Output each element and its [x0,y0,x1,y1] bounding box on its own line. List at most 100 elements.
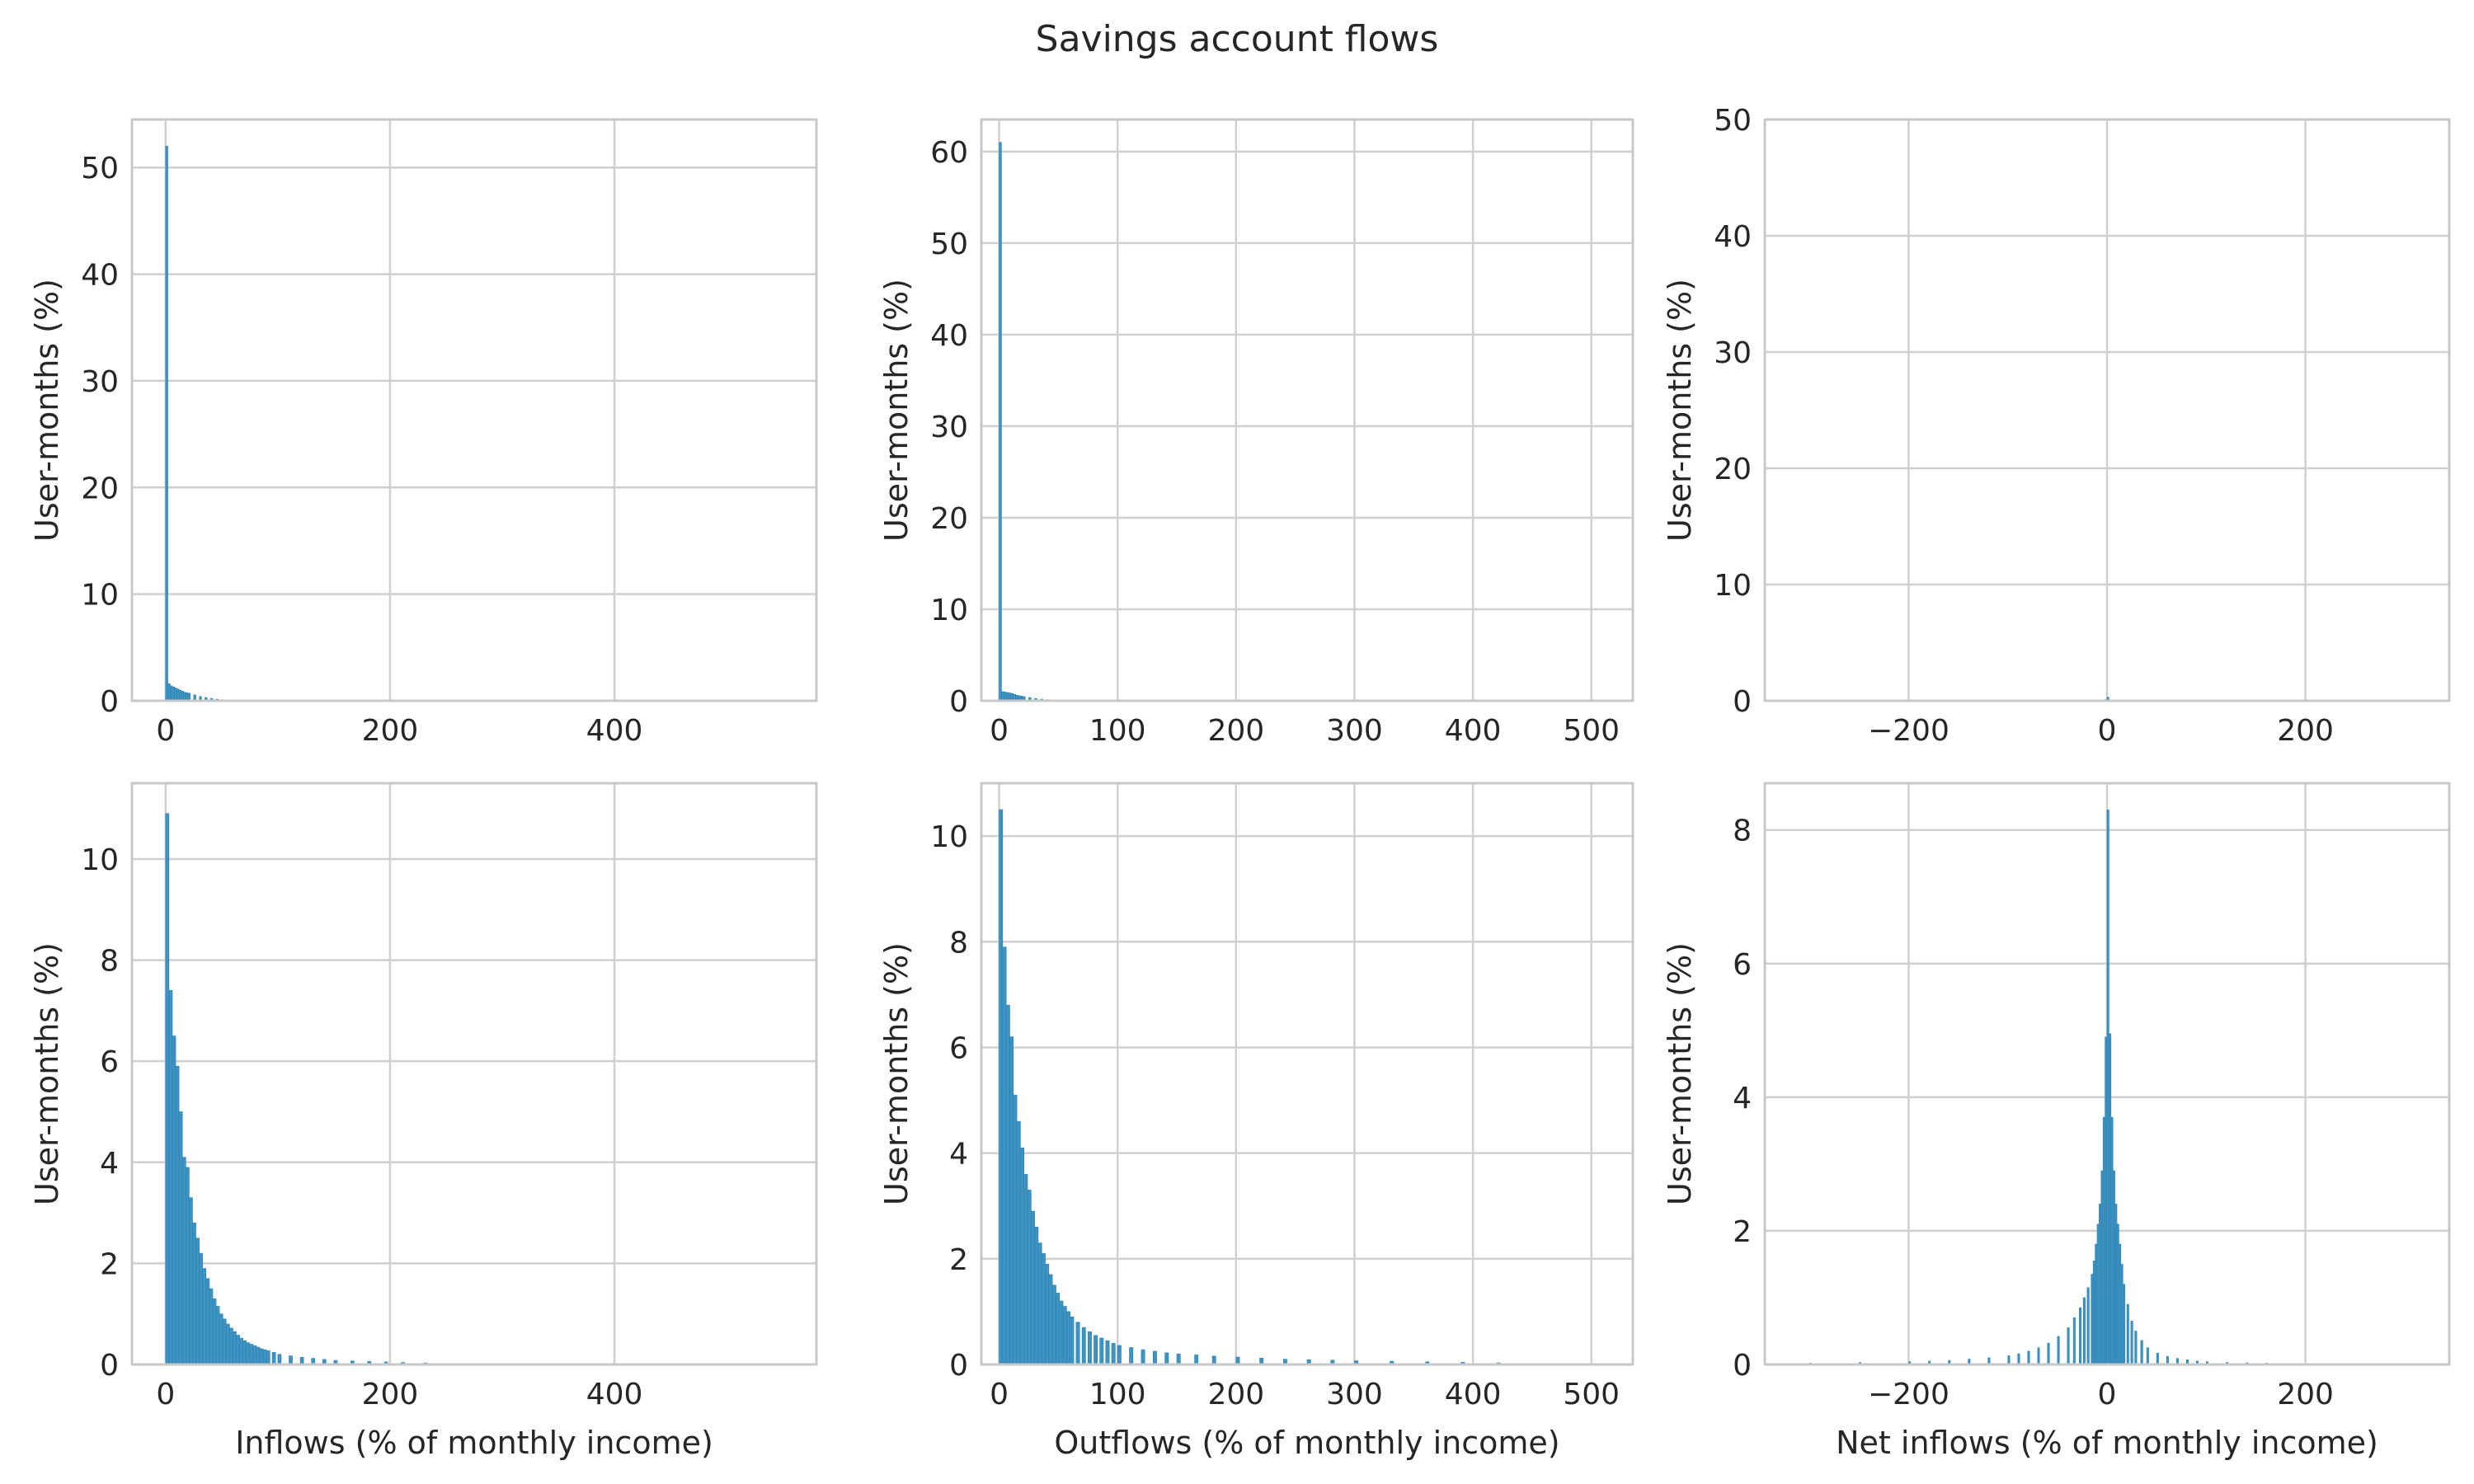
y-tick-label: 60 [930,136,968,170]
y-tick-label: 50 [1714,104,1752,138]
histogram-bar [1005,1004,1010,1365]
histogram-bar [167,683,171,702]
histogram-bar [2067,1327,2070,1365]
plot-area-inflows-zoom [132,783,816,1364]
histogram-bar [1105,1340,1110,1365]
histogram-bar [1141,1349,1145,1365]
y-tick-label: 30 [930,411,968,444]
histogram-bar [1075,1322,1080,1365]
x-tick-label: 400 [586,714,643,748]
histogram-bar [239,1337,244,1365]
y-axis-label: User-months (%) [1662,279,1698,542]
histogram-bar [165,146,168,702]
histogram-bar [2122,1284,2125,1365]
y-tick-label: 0 [100,685,119,719]
panel-frame [1763,782,2451,1366]
histogram-bar [2112,1170,2115,1365]
y-tick-label: 0 [949,685,968,719]
histogram-bar [233,1331,237,1365]
y-tick-label: 8 [1733,815,1752,848]
histogram-bar [172,1036,176,1365]
histogram-bar [1009,1036,1014,1365]
y-tick-label: 10 [930,594,968,627]
plot-area-outflows-zoom [981,783,1633,1364]
histogram-bar [277,1354,282,1365]
histogram-bar [1111,1343,1116,1365]
plot-area-inflows-full [132,120,816,701]
histogram-bar [262,1349,267,1365]
histogram-bar [186,1167,190,1365]
histogram-bar [1001,691,1004,702]
histogram-bar [2072,1317,2076,1365]
x-tick-label: 100 [1089,1378,1146,1411]
x-tick-label: 0 [2098,1378,2117,1411]
x-tick-label: 200 [1207,1378,1264,1411]
histogram-bar [1016,1120,1021,1365]
histogram-bar [2106,810,2109,1365]
histogram-bar [1048,1274,1053,1365]
histogram-bar [1070,1317,1075,1365]
y-tick-label: 2 [100,1247,119,1281]
histogram-bar [183,692,186,702]
x-tick-label: 0 [990,1378,1009,1411]
x-tick-label: 400 [1445,1378,1502,1411]
x-tick-label: 300 [1326,714,1383,748]
x-tick-label: 200 [2277,714,2334,748]
y-tick-label: 10 [930,820,968,854]
histogram-bar [189,1197,193,1365]
histogram-bar [1066,1311,1071,1365]
y-tick-label: 0 [1733,685,1752,719]
histogram-bar [2146,1347,2149,1365]
x-tick-label: 200 [362,1378,419,1411]
x-tick-label: 200 [1207,714,1264,748]
y-tick-label: 8 [100,945,119,979]
y-axis-label: User-months (%) [1662,942,1698,1205]
y-tick-label: 30 [81,365,119,399]
histogram-bar [1211,1355,1216,1365]
histogram-bar [2086,1287,2090,1365]
y-tick-label: 10 [81,843,119,877]
histogram-bar [2100,1170,2104,1365]
histogram-bar [2140,1340,2143,1365]
y-tick-label: 6 [949,1031,968,1065]
histogram-bar [1056,1293,1061,1365]
histogram-bar [2110,1116,2114,1365]
histogram-bar [2057,1336,2060,1365]
panel-frame [130,782,818,1366]
histogram-bar [246,1342,251,1365]
histogram-bar [181,1157,186,1365]
histogram-bar [229,1327,233,1365]
histogram-bar [2037,1347,2040,1365]
histogram-bar [202,1268,207,1365]
histogram-bar [1129,1347,1134,1365]
panel-frame [130,118,818,702]
y-tick-label: 0 [100,1349,119,1383]
histogram-bar [225,1323,230,1365]
y-tick-label: 0 [1733,1349,1752,1383]
y-tick-label: 8 [949,926,968,960]
y-tick-label: 4 [100,1147,119,1181]
y-tick-label: 4 [949,1138,968,1172]
x-tick-label: −200 [1868,714,1950,748]
histogram-bar [1176,1353,1181,1365]
histogram-bar [1020,1147,1025,1365]
histogram-bar [222,1318,227,1365]
histogram-bar [195,1237,200,1365]
histogram-bar [1117,1345,1122,1365]
x-tick-label: 300 [1326,1378,1383,1411]
y-tick-label: 10 [81,579,119,613]
histogram-bar [999,809,1004,1365]
histogram-bar [215,1306,220,1365]
y-tick-label: 6 [1733,948,1752,982]
x-tick-label: 0 [156,1378,175,1411]
histogram-bar [1051,1284,1056,1365]
panel-frame [980,782,1634,1366]
histogram-bar [1002,946,1007,1365]
histogram-bar [2047,1342,2050,1365]
histogram-bar [236,1335,240,1365]
y-tick-label: 50 [930,228,968,261]
x-tick-label: −200 [1868,1378,1950,1411]
histogram-bar [219,1313,223,1365]
histogram-bar [1081,1327,1086,1365]
